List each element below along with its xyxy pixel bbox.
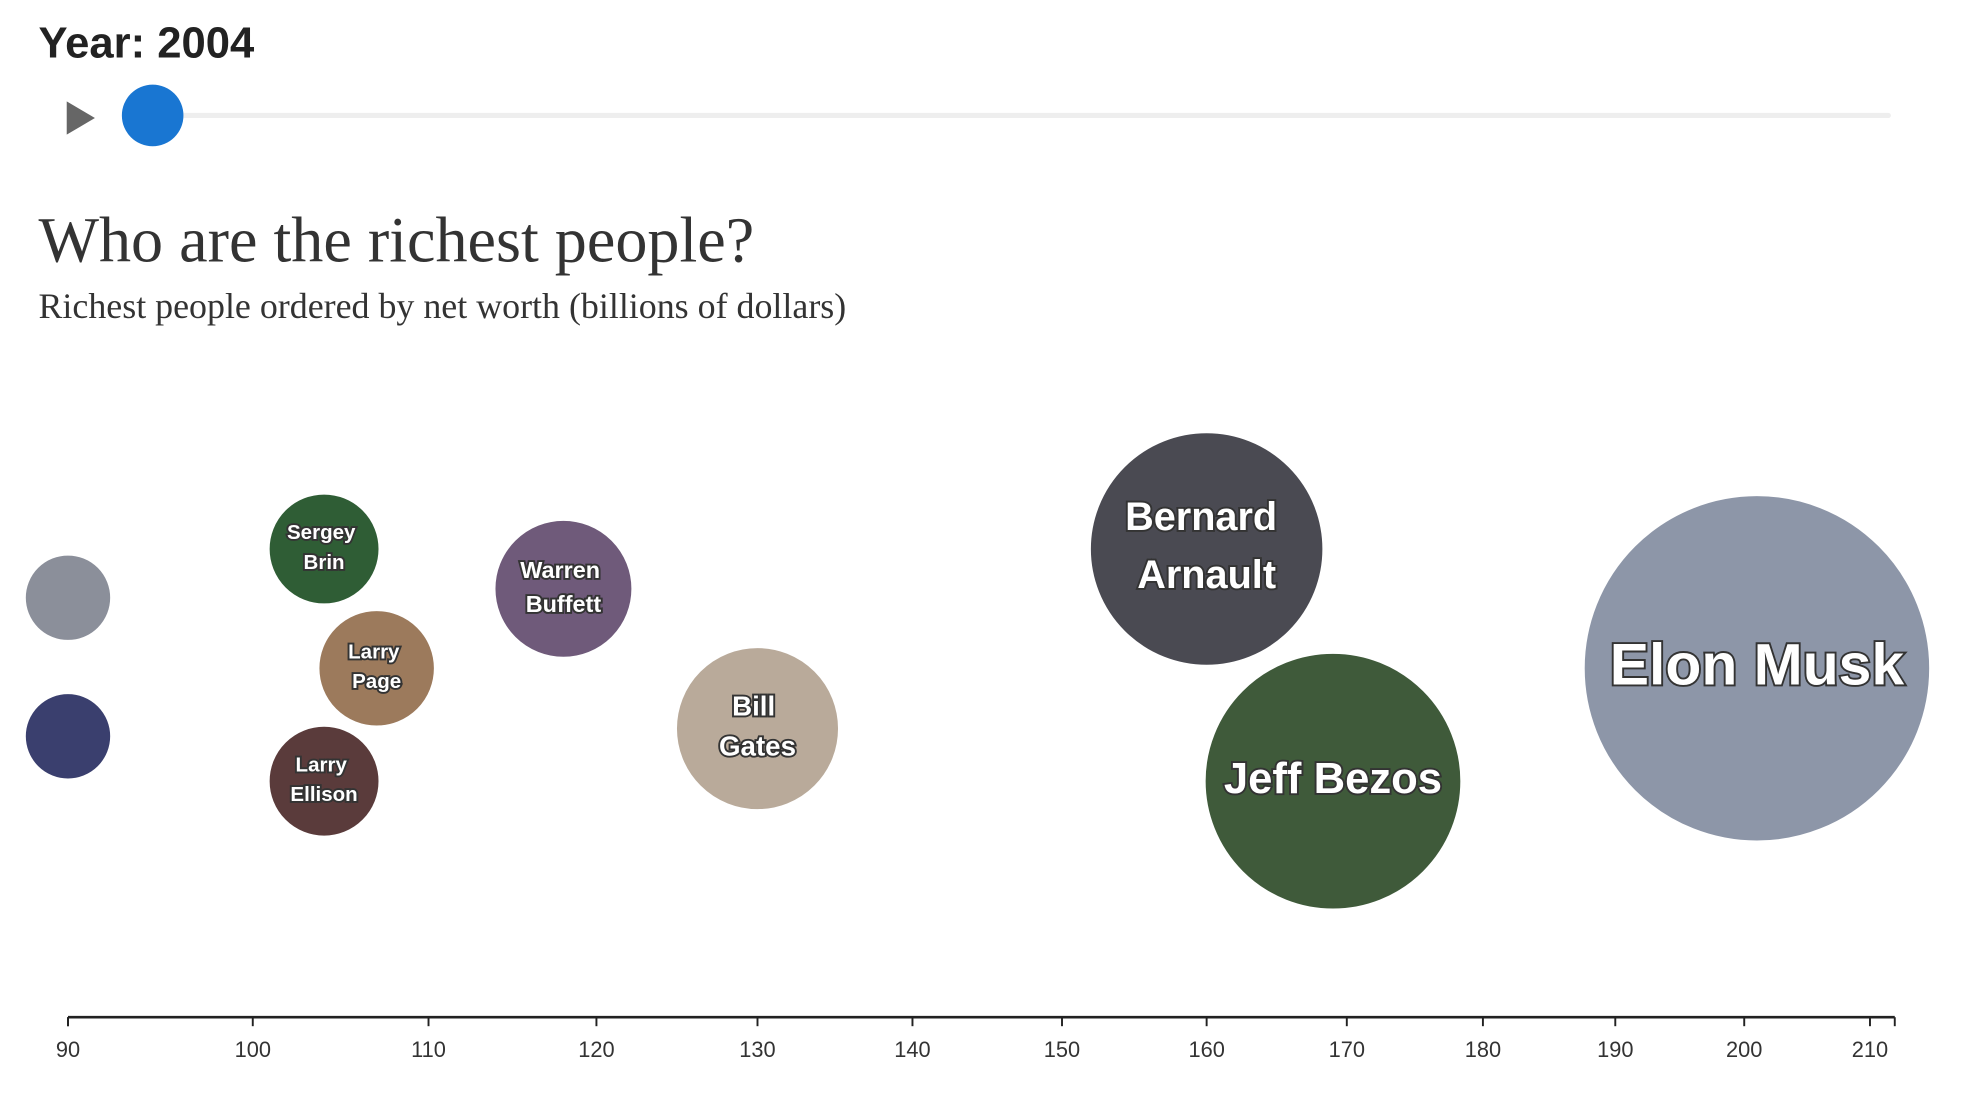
slider-thumb[interactable] <box>121 84 184 147</box>
play-button[interactable] <box>66 101 95 135</box>
bubble-label: Jeff Bezos <box>1224 755 1442 803</box>
bubble <box>267 492 381 606</box>
bubble-label: Warren Buffett <box>520 557 606 617</box>
bubble <box>267 724 381 838</box>
bubble <box>23 692 113 781</box>
x-tick-label: 90 <box>56 1037 80 1062</box>
x-tick-label: 160 <box>1188 1037 1224 1062</box>
bubble <box>1582 494 1932 843</box>
x-tick-label: 120 <box>578 1037 614 1062</box>
bubble <box>1088 431 1325 667</box>
x-tick-label: 210 <box>1852 1037 1888 1062</box>
chart-title: Who are the richest people? <box>38 205 754 276</box>
bubble <box>1203 651 1463 911</box>
x-tick-label: 170 <box>1329 1037 1365 1062</box>
bubble-label: Elon Musk <box>1610 632 1905 697</box>
x-tick-label: 200 <box>1726 1037 1762 1062</box>
bubble-label: Sergey Brin <box>287 522 361 575</box>
x-tick-label: 110 <box>411 1037 446 1062</box>
bubble-label: Bill Gates <box>719 691 796 762</box>
bubble <box>23 553 113 642</box>
chart-subtitle: Richest people ordered by net worth (bil… <box>38 286 846 326</box>
x-tick-label: 180 <box>1465 1037 1501 1062</box>
x-tick-label: 130 <box>739 1037 775 1062</box>
bubble <box>317 609 436 728</box>
bubble-label: Larry Page <box>348 641 405 694</box>
year-label: Year: 2004 <box>38 20 255 68</box>
x-tick-label: 190 <box>1597 1037 1633 1062</box>
x-tick-label: 150 <box>1044 1037 1080 1062</box>
bubble <box>675 646 840 812</box>
plot: 90 100 110 120 130 140 150 160 170 180 190 200 210 Se… <box>23 431 1932 1062</box>
bubble <box>493 518 634 659</box>
x-tick-label: 100 <box>235 1037 271 1062</box>
x-tick-label: 140 <box>894 1037 930 1062</box>
bubble-label: Bernard Arnault <box>1125 496 1288 598</box>
bubble-label: Larry Ellison <box>290 754 357 807</box>
